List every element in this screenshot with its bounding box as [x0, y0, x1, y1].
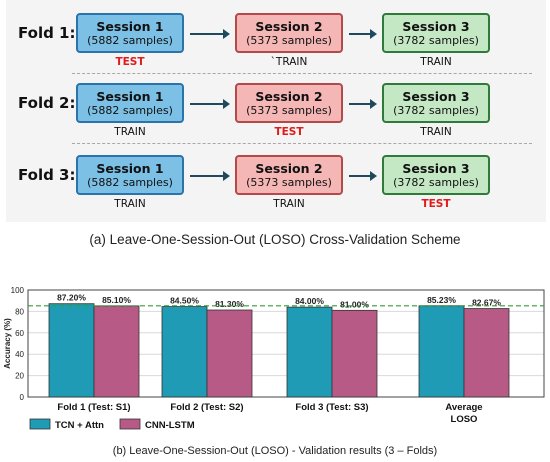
- bar-value-label: 84.00%: [295, 296, 324, 306]
- legend-swatch: [29, 418, 51, 430]
- fold-2-session-3-box: Session 3 (3782 samples): [382, 83, 490, 123]
- fold-1-label: Fold 1:: [18, 24, 76, 42]
- y-tick-label: 20: [15, 372, 24, 381]
- flow-arrow: [349, 171, 377, 181]
- fold-3-session-2-role: TRAIN: [273, 198, 305, 210]
- results-caption: (b) Leave-One-Session-Out (LOSO) - Valid…: [112, 445, 438, 457]
- x-category-label: Average: [445, 402, 482, 413]
- bar-value-label: 85.23%: [427, 295, 456, 305]
- fold-1-session-1-box: Session 1 (5882 samples): [76, 13, 184, 53]
- bar-cnn-lstm: [331, 309, 378, 398]
- x-category-label: LOSO: [451, 414, 478, 425]
- y-tick-label: 0: [20, 393, 25, 402]
- plot-frame: [27, 289, 545, 398]
- session-samples: (3782 samples): [393, 175, 479, 189]
- session-samples: (5373 samples): [246, 33, 332, 47]
- accuracy-bar-chart: 0 20 40 60 80 100 Accuracy (%) 87.20% 85.10% Fold…: [3, 286, 545, 431]
- session-title: Session 1: [96, 88, 164, 104]
- scheme-caption: (a) Leave-One-Session-Out (LOSO) Cross-V…: [89, 232, 461, 247]
- session-samples: (5373 samples): [246, 175, 332, 189]
- bar-value-label: 82.67%: [472, 298, 501, 308]
- flow-arrow: [190, 99, 230, 109]
- x-category-label: Fold 1 (Test: S1): [57, 402, 130, 413]
- fold-3-session-1-role: TRAIN: [114, 198, 146, 210]
- y-tick-label: 60: [15, 329, 24, 338]
- flow-arrow: [349, 99, 377, 109]
- fold-3-session-3-role: TEST: [421, 198, 451, 210]
- session-title: Session 2: [255, 88, 323, 104]
- legend-label: CNN-LSTM: [145, 420, 195, 431]
- bar-value-label: 81.30%: [215, 299, 244, 309]
- session-samples: (5373 samples): [246, 103, 332, 117]
- session-samples: (5882 samples): [87, 103, 173, 117]
- session-title: Session 1: [96, 160, 164, 176]
- x-category-label: Fold 3 (Test: S3): [295, 402, 368, 413]
- y-tick-label: 100: [11, 286, 25, 295]
- session-title: Session 2: [255, 18, 323, 34]
- fold-2-session-1-role: TRAIN: [114, 126, 146, 138]
- legend-label: TCN + Attn: [55, 420, 104, 431]
- bar-tcn-attn: [48, 303, 95, 398]
- fold-1-session-1-role: TEST: [115, 56, 145, 68]
- y-tick-label: 40: [15, 350, 24, 359]
- session-title: Session 1: [96, 18, 164, 34]
- bar-value-label: 87.20%: [57, 293, 86, 303]
- fold-2-session-2-box: Session 2 (5373 samples): [235, 83, 343, 123]
- session-samples: (5882 samples): [87, 33, 173, 47]
- session-title: Session 3: [402, 18, 470, 34]
- fold-divider: [72, 73, 532, 74]
- session-title: Session 3: [402, 88, 470, 104]
- flow-arrow: [349, 29, 377, 39]
- flow-arrow: [190, 29, 230, 39]
- fold-1-session-3-role: TRAIN: [420, 56, 452, 68]
- session-samples: (3782 samples): [393, 103, 479, 117]
- bar-tcn-attn: [286, 306, 333, 398]
- session-title: Session 2: [255, 160, 323, 176]
- session-samples: (3782 samples): [393, 33, 479, 47]
- fold-3-session-3-box: Session 3 (3782 samples): [382, 155, 490, 195]
- bar-value-label: 81.00%: [340, 299, 369, 309]
- fold-1-session-2-box: Session 2 (5373 samples): [235, 13, 343, 53]
- fold-2-session-1-box: Session 1 (5882 samples): [76, 83, 184, 123]
- session-samples: (5882 samples): [87, 175, 173, 189]
- fold-3-session-1-box: Session 1 (5882 samples): [76, 155, 184, 195]
- y-axis-label: Accuracy (%): [3, 318, 12, 369]
- fold-2-session-2-role: TEST: [274, 126, 304, 138]
- flow-arrow: [190, 171, 230, 181]
- fold-3-label: Fold 3:: [18, 166, 76, 184]
- bar-value-label: 84.50%: [170, 296, 199, 306]
- bar-cnn-lstm: [93, 305, 140, 398]
- fold-1-session-3-box: Session 3 (3782 samples): [382, 13, 490, 53]
- session-title: Session 3: [402, 160, 470, 176]
- x-category-label: Fold 2 (Test: S2): [170, 402, 243, 413]
- bar-cnn-lstm: [206, 309, 253, 398]
- bar-tcn-attn: [418, 305, 465, 398]
- fold-3-session-2-box: Session 2 (5373 samples): [235, 155, 343, 195]
- fold-2-session-3-role: TRAIN: [420, 126, 452, 138]
- y-tick-label: 80: [15, 307, 24, 316]
- bar-cnn-lstm: [463, 308, 510, 398]
- fold-1-session-2-role: `TRAIN: [270, 56, 308, 68]
- bar-value-label: 85.10%: [102, 295, 131, 305]
- fold-divider: [72, 143, 532, 144]
- bar-tcn-attn: [161, 306, 208, 398]
- fold-2-label: Fold 2:: [18, 94, 76, 112]
- legend-swatch: [119, 418, 141, 430]
